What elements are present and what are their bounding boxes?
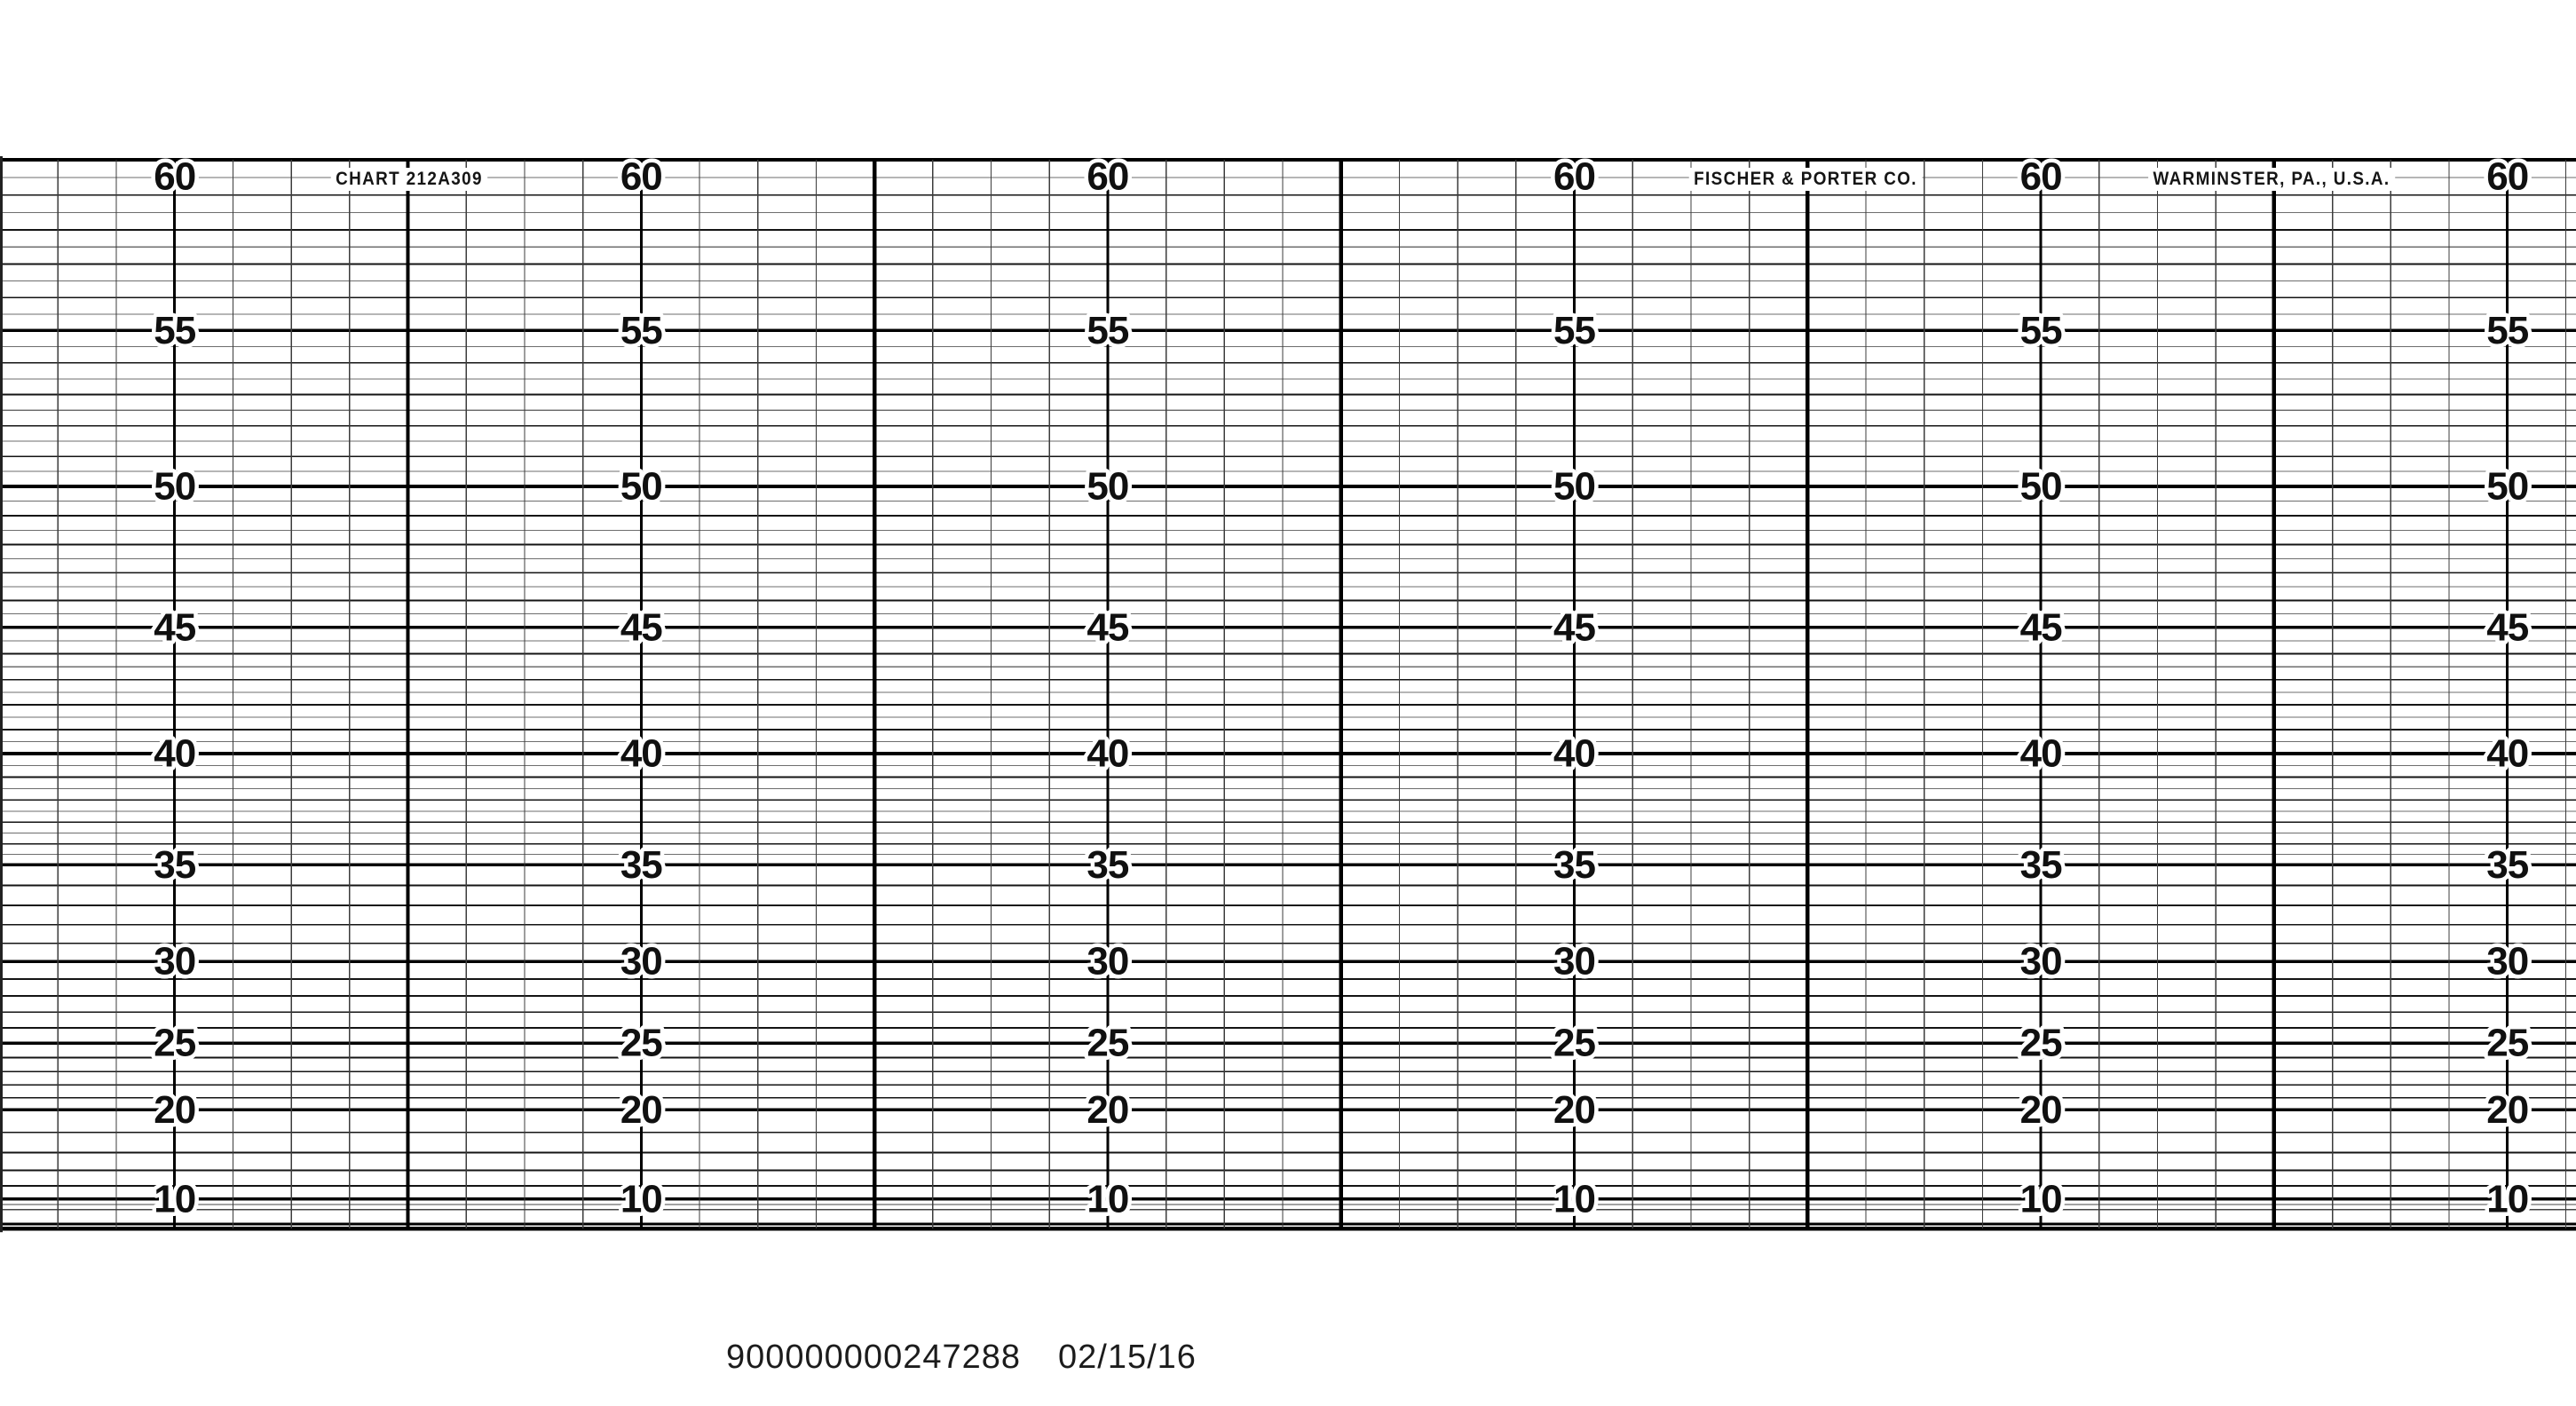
scale-label-20: 20 [1553,1088,1595,1132]
scale-label-40: 40 [2020,732,2062,776]
scale-label-35: 35 [620,843,662,887]
scale-label-40: 40 [620,732,662,776]
scale-label-30: 30 [2020,940,2062,983]
paper-left-edge [0,156,3,1233]
scale-label-10: 10 [620,1177,662,1220]
scale-label-55: 55 [2486,309,2528,352]
scale-label-20: 20 [154,1088,195,1132]
scale-label-45: 45 [2020,605,2062,649]
scale-label-55: 55 [1553,309,1595,352]
scale-label-60: 60 [1087,155,1128,199]
scale-label-50: 50 [1553,464,1595,508]
location-label: WARMINSTER, PA., U.S.A. [2148,168,2395,191]
scale-label-35: 35 [2020,843,2062,887]
scale-label-25: 25 [1087,1022,1128,1065]
scale-label-50: 50 [2020,464,2062,508]
scale-label-55: 55 [2020,309,2062,352]
scale-label-35: 35 [154,843,195,887]
scale-label-20: 20 [2486,1088,2528,1132]
scale-label-25: 25 [620,1022,662,1065]
scale-label-35: 35 [2486,843,2528,887]
scale-label-55: 55 [1087,309,1128,352]
scale-label-20: 20 [1087,1088,1128,1132]
scale-label-30: 30 [2486,940,2528,983]
chart-number-label: CHART 212A309 [330,168,488,191]
scale-label-10: 10 [2486,1177,2528,1220]
scale-label-50: 50 [620,464,662,508]
scale-label-45: 45 [620,605,662,649]
scale-label-25: 25 [154,1022,195,1065]
scale-label-60: 60 [154,155,195,199]
scale-label-20: 20 [2020,1088,2062,1132]
scale-label-40: 40 [154,732,195,776]
scale-label-40: 40 [2486,732,2528,776]
scale-label-20: 20 [620,1088,662,1132]
scale-label-30: 30 [154,940,195,983]
scale-label-45: 45 [1087,605,1128,649]
scale-label-25: 25 [2486,1022,2528,1065]
scale-label-10: 10 [2020,1177,2062,1220]
scale-label-25: 25 [2020,1022,2062,1065]
scale-label-30: 30 [1553,940,1595,983]
scale-label-55: 55 [620,309,662,352]
scale-label-35: 35 [1553,843,1595,887]
scale-label-45: 45 [154,605,195,649]
scale-label-10: 10 [1553,1177,1595,1220]
scale-label-60: 60 [1553,155,1595,199]
scale-label-10: 10 [1087,1177,1128,1220]
scale-label-30: 30 [620,940,662,983]
footer-print: 900000000247288 02/15/16 [726,1339,1197,1377]
scale-label-60: 60 [2020,155,2062,199]
scale-label-60: 60 [2486,155,2528,199]
scale-label-50: 50 [154,464,195,508]
scale-label-45: 45 [1553,605,1595,649]
scale-label-40: 40 [1553,732,1595,776]
scale-label-50: 50 [1087,464,1128,508]
scale-label-60: 60 [620,155,662,199]
manufacturer-label: FISCHER & PORTER CO. [1688,168,1923,191]
serial-number: 900000000247288 [726,1339,1022,1376]
scale-label-35: 35 [1087,843,1128,887]
scale-label-40: 40 [1087,732,1128,776]
scale-label-45: 45 [2486,605,2528,649]
scale-label-30: 30 [1087,940,1128,983]
print-date: 02/15/16 [1058,1339,1197,1376]
scale-label-50: 50 [2486,464,2528,508]
scale-label-55: 55 [154,309,195,352]
scale-label-25: 25 [1553,1022,1595,1065]
scale-label-10: 10 [154,1177,195,1220]
